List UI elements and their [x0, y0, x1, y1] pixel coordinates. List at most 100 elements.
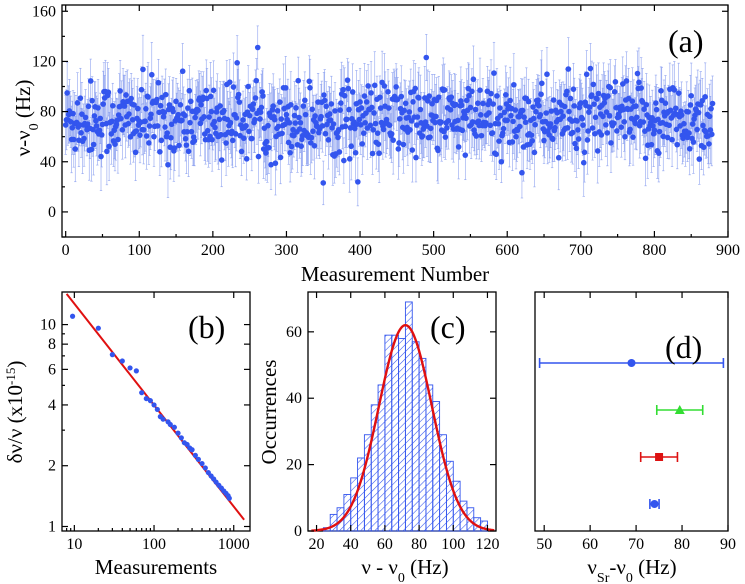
data-point [653, 106, 660, 113]
data-point [187, 119, 193, 126]
data-point [297, 119, 304, 126]
data-point [346, 106, 352, 113]
data-point [207, 93, 214, 100]
data-point [480, 100, 486, 107]
data-point [544, 71, 550, 78]
data-point [312, 113, 318, 119]
data-point [386, 122, 393, 129]
data-point [347, 125, 354, 131]
data-point [291, 132, 297, 139]
data-point [134, 105, 141, 112]
data-point [171, 145, 178, 151]
data-point [121, 103, 128, 109]
data-point [522, 119, 529, 126]
data-point [151, 133, 157, 140]
data-point [270, 103, 277, 109]
data-point [298, 143, 304, 149]
data-point [89, 97, 95, 104]
x-tick-label: 100 [441, 536, 465, 553]
data-point [232, 131, 239, 137]
data-point [173, 98, 179, 105]
data-point [226, 495, 232, 501]
data-point [398, 93, 405, 100]
data-point [427, 125, 434, 132]
data-point [277, 154, 284, 161]
data-point [495, 120, 502, 127]
data-point [641, 106, 647, 113]
data-point [452, 101, 459, 108]
data-point [85, 103, 92, 110]
data-point [475, 118, 482, 124]
data-point [236, 99, 243, 105]
data-point [183, 142, 190, 148]
y-tick-label: 0 [294, 523, 302, 540]
data-point [560, 113, 566, 119]
data-point [234, 60, 240, 66]
data-point [477, 87, 483, 94]
data-point [590, 81, 597, 88]
data-point [254, 44, 261, 51]
data-point [346, 156, 353, 162]
data-point [296, 114, 302, 121]
data-point [709, 131, 715, 138]
data-point [666, 122, 672, 129]
panel-c-gaussian-fit [311, 323, 495, 532]
data-point [497, 105, 503, 111]
x-tick-label: 1000 [218, 536, 250, 553]
x-tick-label: 600 [495, 242, 519, 259]
data-point [321, 92, 327, 98]
data-point [140, 66, 146, 73]
data-point [160, 416, 166, 422]
data-point [633, 114, 640, 121]
data-point [516, 123, 523, 130]
data-point [243, 156, 250, 162]
data-point [296, 126, 303, 132]
data-point [686, 130, 692, 136]
histogram-bar [404, 301, 413, 532]
data-point [634, 70, 641, 77]
data-point [192, 452, 198, 458]
data-point [365, 83, 371, 89]
data-point [496, 138, 502, 144]
data-point [396, 140, 402, 146]
data-point [277, 99, 283, 105]
x-tick-label: 120 [475, 536, 499, 553]
histogram-bar [411, 341, 420, 532]
data-point [240, 135, 247, 142]
data-point [510, 118, 516, 125]
data-point [580, 122, 586, 128]
data-point [525, 98, 532, 105]
data-point [246, 128, 252, 135]
data-point [569, 129, 576, 136]
data-point [292, 120, 299, 126]
data-point [287, 149, 293, 156]
data-point [424, 98, 431, 104]
data-point [74, 100, 81, 106]
data-point [675, 90, 682, 96]
data-point [487, 122, 494, 129]
data-point [500, 130, 506, 136]
y-tick-label: 4 [48, 397, 56, 414]
data-point [319, 123, 326, 129]
panel-c-y-ticks: 0 20 40 60 [286, 324, 496, 540]
data-point [488, 90, 494, 97]
data-point [109, 118, 115, 125]
data-point [565, 66, 572, 72]
data-point [88, 146, 95, 153]
data-point [700, 144, 707, 151]
data-point [90, 126, 96, 133]
data-point [271, 116, 278, 123]
data-point [478, 132, 485, 139]
data-point [410, 99, 416, 105]
data-point [390, 137, 396, 143]
data-point [656, 128, 663, 135]
data-point [395, 146, 402, 152]
data-point [175, 430, 181, 436]
data-point [362, 119, 368, 126]
data-point [209, 136, 215, 143]
data-point [338, 100, 344, 106]
square-marker [655, 453, 664, 461]
data-point [529, 137, 536, 144]
data-point [100, 101, 107, 107]
x-tick-label: 500 [422, 242, 446, 259]
